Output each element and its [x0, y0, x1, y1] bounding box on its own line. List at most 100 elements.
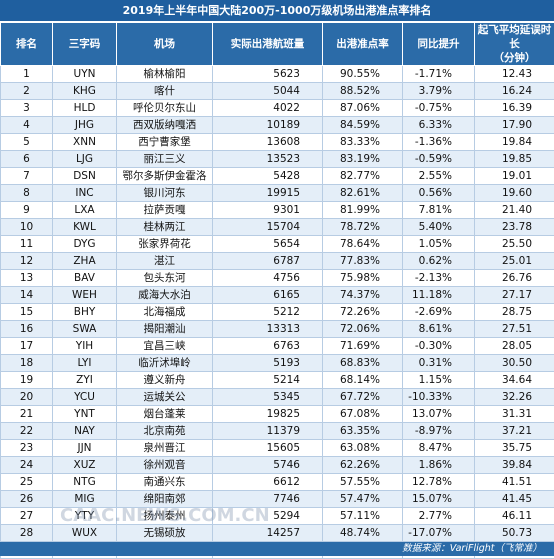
cell-flights: 6763 — [213, 338, 323, 355]
cell-ontime: 83.19% — [323, 151, 403, 168]
cell-change: 15.07% — [403, 491, 475, 508]
cell-change: 2.55% — [403, 168, 475, 185]
cell-flights: 4022 — [213, 100, 323, 117]
cell-change: -8.97% — [403, 423, 475, 440]
cell-change: -10.33% — [403, 389, 475, 406]
cell-airport: 榆林榆阳 — [117, 66, 213, 83]
cell-rank: 23 — [1, 440, 53, 457]
cell-ontime: 57.11% — [323, 508, 403, 525]
cell-rank: 7 — [1, 168, 53, 185]
cell-change: -2.13% — [403, 270, 475, 287]
cell-code: XNN — [53, 134, 117, 151]
cell-ontime: 78.72% — [323, 219, 403, 236]
cell-airport: 拉萨贡嘎 — [117, 202, 213, 219]
cell-ontime: 84.59% — [323, 117, 403, 134]
data-source-footer: 数据来源：VariFlight（飞常准） — [0, 542, 554, 556]
cell-flights: 6787 — [213, 253, 323, 270]
cell-delay: 25.50 — [475, 236, 554, 253]
cell-code: NAY — [53, 423, 117, 440]
cell-flights: 19915 — [213, 185, 323, 202]
cell-ontime: 87.06% — [323, 100, 403, 117]
cell-delay: 39.84 — [475, 457, 554, 474]
cell-delay: 23.78 — [475, 219, 554, 236]
cell-code: KHG — [53, 83, 117, 100]
cell-rank: 20 — [1, 389, 53, 406]
cell-ontime: 74.37% — [323, 287, 403, 304]
cell-rank: 4 — [1, 117, 53, 134]
cell-delay: 37.21 — [475, 423, 554, 440]
cell-flights: 15605 — [213, 440, 323, 457]
cell-rank: 22 — [1, 423, 53, 440]
cell-airport: 绵阳南郊 — [117, 491, 213, 508]
col-header-ontime: 出港准点率 — [323, 23, 403, 66]
cell-flights: 13313 — [213, 321, 323, 338]
cell-ontime: 68.83% — [323, 355, 403, 372]
cell-airport: 无锡硕放 — [117, 525, 213, 542]
cell-delay: 46.11 — [475, 508, 554, 525]
cell-change: -1.71% — [403, 66, 475, 83]
cell-change: 0.31% — [403, 355, 475, 372]
cell-delay: 16.24 — [475, 83, 554, 100]
cell-rank: 19 — [1, 372, 53, 389]
cell-code: HLD — [53, 100, 117, 117]
cell-change: 8.47% — [403, 440, 475, 457]
col-header-change: 同比提升 — [403, 23, 475, 66]
cell-code: BAV — [53, 270, 117, 287]
col-header-delay: 起飞平均延误时长 （分钟） — [475, 23, 554, 66]
cell-change: 11.18% — [403, 287, 475, 304]
cell-code: JJN — [53, 440, 117, 457]
cell-code: LXA — [53, 202, 117, 219]
cell-ontime: 81.99% — [323, 202, 403, 219]
cell-delay: 28.05 — [475, 338, 554, 355]
cell-flights: 4756 — [213, 270, 323, 287]
cell-flights: 6612 — [213, 474, 323, 491]
cell-ontime: 71.69% — [323, 338, 403, 355]
cell-ontime: 72.26% — [323, 304, 403, 321]
cell-delay: 32.26 — [475, 389, 554, 406]
cell-ontime: 48.74% — [323, 525, 403, 542]
cell-rank: 25 — [1, 474, 53, 491]
cell-rank: 9 — [1, 202, 53, 219]
cell-change: 1.15% — [403, 372, 475, 389]
cell-airport: 张家界荷花 — [117, 236, 213, 253]
cell-flights: 7746 — [213, 491, 323, 508]
cell-flights: 5654 — [213, 236, 323, 253]
cell-code: LYI — [53, 355, 117, 372]
cell-delay: 19.84 — [475, 134, 554, 151]
cell-rank: 2 — [1, 83, 53, 100]
cell-airport: 徐州观音 — [117, 457, 213, 474]
cell-delay: 26.76 — [475, 270, 554, 287]
cell-airport: 揭阳潮汕 — [117, 321, 213, 338]
cell-ontime: 83.33% — [323, 134, 403, 151]
cell-delay: 35.75 — [475, 440, 554, 457]
cell-change: 0.56% — [403, 185, 475, 202]
cell-ontime: 67.08% — [323, 406, 403, 423]
cell-code: JHG — [53, 117, 117, 134]
cell-airport: 包头东河 — [117, 270, 213, 287]
col-header-airport: 机场 — [117, 23, 213, 66]
cell-rank: 21 — [1, 406, 53, 423]
cell-rank: 24 — [1, 457, 53, 474]
cell-ontime: 67.72% — [323, 389, 403, 406]
cell-code: KWL — [53, 219, 117, 236]
cell-change: 2.77% — [403, 508, 475, 525]
cell-change: -17.07% — [403, 525, 475, 542]
cell-change: 1.86% — [403, 457, 475, 474]
cell-code: NTG — [53, 474, 117, 491]
cell-change: 1.05% — [403, 236, 475, 253]
